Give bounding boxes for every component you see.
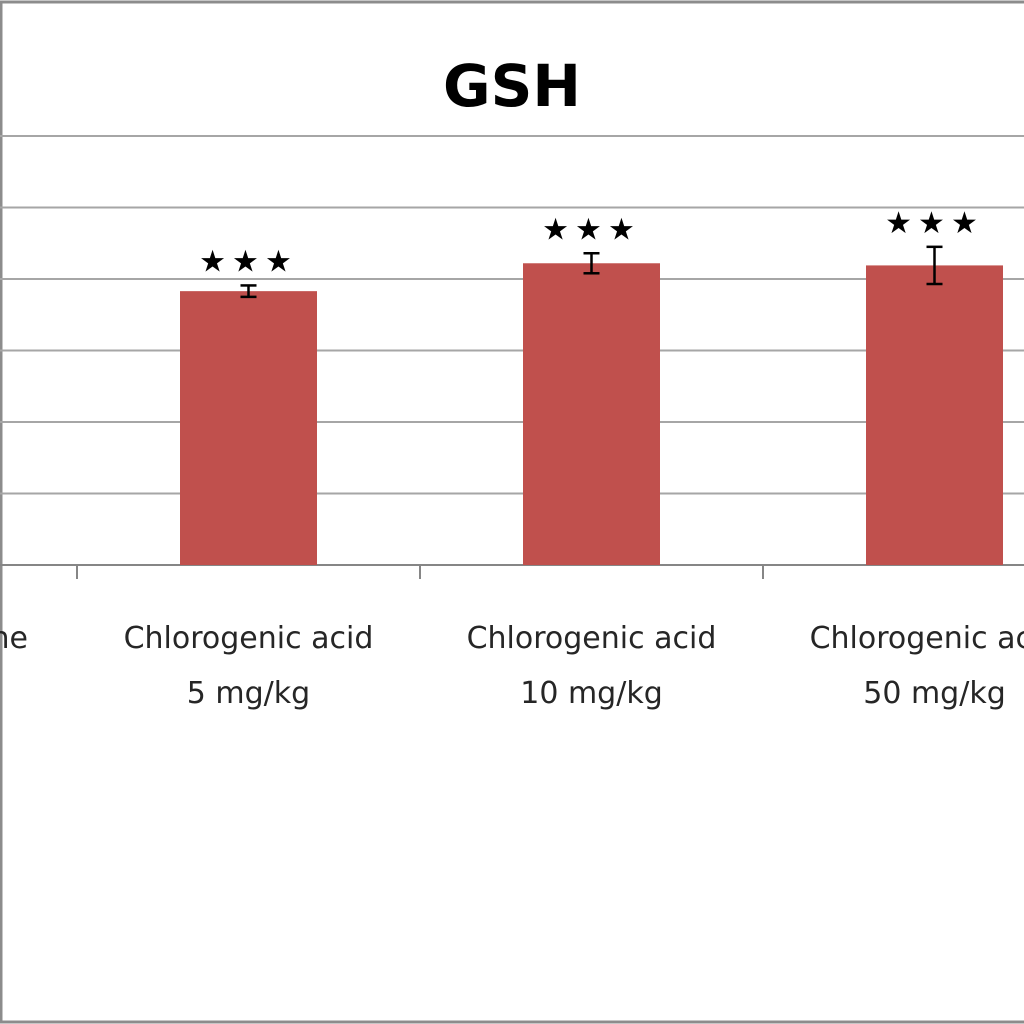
- bars: ★★★ ★★★ ★★★: [180, 206, 1003, 565]
- x-tick-label: Chlorogenic acid: [124, 621, 374, 656]
- x-tick-label: 5 mg/kg: [187, 676, 310, 711]
- x-tick-label: 10 mg/kg: [520, 676, 663, 711]
- gridlines: [0, 135, 1024, 495]
- x-tick-label: Chlorogenic acid: [467, 621, 717, 656]
- chart-title: GSH: [443, 52, 581, 120]
- x-tick-label: …ne: [0, 621, 28, 656]
- bar: [180, 291, 317, 565]
- x-tick-label: Chlorogenic acid: [810, 621, 1024, 656]
- x-tick-label: 50 mg/kg: [863, 676, 1006, 711]
- bar: [866, 265, 1003, 565]
- bar: [523, 263, 660, 565]
- significance-marker: ★★★: [542, 212, 641, 247]
- significance-marker: ★★★: [199, 244, 298, 279]
- x-axis: [0, 564, 1024, 579]
- significance-marker: ★★★: [885, 206, 984, 241]
- x-tick-labels: …ne Chlorogenic acid 5 mg/kg Chlorogenic ac…: [0, 621, 1024, 711]
